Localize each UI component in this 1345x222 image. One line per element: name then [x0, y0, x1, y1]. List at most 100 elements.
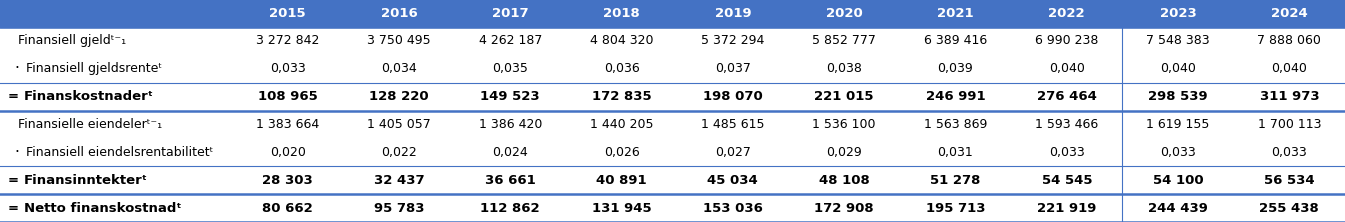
Text: 0,036: 0,036: [604, 62, 639, 75]
Text: 0,022: 0,022: [381, 146, 417, 159]
Text: 1 619 155: 1 619 155: [1146, 118, 1209, 131]
Text: 276 464: 276 464: [1037, 90, 1096, 103]
Text: 0,024: 0,024: [492, 146, 529, 159]
Text: 298 539: 298 539: [1149, 90, 1208, 103]
Text: 221 015: 221 015: [815, 90, 874, 103]
Text: 2015: 2015: [269, 7, 305, 20]
Text: =: =: [8, 174, 19, 187]
Text: 244 439: 244 439: [1149, 202, 1208, 215]
Text: 0,039: 0,039: [937, 62, 974, 75]
Text: 198 070: 198 070: [703, 90, 763, 103]
Text: 0,034: 0,034: [381, 62, 417, 75]
Text: 311 973: 311 973: [1259, 90, 1319, 103]
Text: 131 945: 131 945: [592, 202, 651, 215]
Text: 221 919: 221 919: [1037, 202, 1096, 215]
Text: ·: ·: [13, 145, 19, 160]
Text: 1 485 615: 1 485 615: [701, 118, 764, 131]
Bar: [0, 27, 1345, 55]
Bar: [0, 0, 1345, 27]
Text: 195 713: 195 713: [925, 202, 985, 215]
Text: 1 593 466: 1 593 466: [1036, 118, 1099, 131]
Text: 1 563 869: 1 563 869: [924, 118, 987, 131]
Text: Finansiell gjeldsrenteᵗ: Finansiell gjeldsrenteᵗ: [26, 62, 163, 75]
Text: 3 272 842: 3 272 842: [256, 34, 319, 48]
Text: 80 662: 80 662: [262, 202, 313, 215]
Text: 128 220: 128 220: [369, 90, 429, 103]
Text: 6 990 238: 6 990 238: [1036, 34, 1099, 48]
Text: 153 036: 153 036: [703, 202, 763, 215]
Text: 2017: 2017: [492, 7, 529, 20]
Text: 0,020: 0,020: [270, 146, 305, 159]
Text: 1 700 113: 1 700 113: [1258, 118, 1321, 131]
Text: 2022: 2022: [1049, 7, 1085, 20]
Text: Finansiell eiendelsrentabilitetᵗ: Finansiell eiendelsrentabilitetᵗ: [26, 146, 214, 159]
Text: 54 100: 54 100: [1153, 174, 1204, 187]
Text: 112 862: 112 862: [480, 202, 541, 215]
Text: 108 965: 108 965: [258, 90, 317, 103]
Text: 4 262 187: 4 262 187: [479, 34, 542, 48]
Text: 0,035: 0,035: [492, 62, 529, 75]
Text: Finansiell gjeldᵗ⁻₁: Finansiell gjeldᵗ⁻₁: [17, 34, 126, 48]
Text: 40 891: 40 891: [596, 174, 647, 187]
Text: Finanskostnaderᵗ: Finanskostnaderᵗ: [24, 90, 153, 103]
Text: 2021: 2021: [937, 7, 974, 20]
Bar: [0, 194, 1345, 222]
Text: 5 852 777: 5 852 777: [812, 34, 876, 48]
Text: 0,033: 0,033: [1161, 146, 1196, 159]
Text: 255 438: 255 438: [1259, 202, 1319, 215]
Text: 0,031: 0,031: [937, 146, 974, 159]
Text: 1 405 057: 1 405 057: [367, 118, 430, 131]
Text: 45 034: 45 034: [707, 174, 759, 187]
Bar: [0, 55, 1345, 83]
Text: 7 888 060: 7 888 060: [1258, 34, 1321, 48]
Text: Finansinntekterᵗ: Finansinntekterᵗ: [24, 174, 148, 187]
Text: 1 536 100: 1 536 100: [812, 118, 876, 131]
Text: 149 523: 149 523: [480, 90, 541, 103]
Text: 0,029: 0,029: [826, 146, 862, 159]
Text: 0,038: 0,038: [826, 62, 862, 75]
Text: 0,027: 0,027: [716, 146, 751, 159]
Text: 246 991: 246 991: [925, 90, 986, 103]
Text: 0,040: 0,040: [1271, 62, 1307, 75]
Text: 51 278: 51 278: [931, 174, 981, 187]
Text: 2018: 2018: [603, 7, 640, 20]
Bar: [0, 83, 1345, 111]
Text: 7 548 383: 7 548 383: [1146, 34, 1210, 48]
Text: 0,040: 0,040: [1161, 62, 1196, 75]
Text: 48 108: 48 108: [819, 174, 869, 187]
Text: 32 437: 32 437: [374, 174, 424, 187]
Text: 4 804 320: 4 804 320: [590, 34, 654, 48]
Text: =: =: [8, 90, 19, 103]
Text: 0,037: 0,037: [716, 62, 751, 75]
Bar: [0, 166, 1345, 194]
Text: 0,033: 0,033: [1271, 146, 1307, 159]
Text: 2016: 2016: [381, 7, 417, 20]
Text: 172 835: 172 835: [592, 90, 651, 103]
Text: 0,033: 0,033: [270, 62, 305, 75]
Text: 2023: 2023: [1159, 7, 1197, 20]
Text: 2020: 2020: [826, 7, 862, 20]
Text: 0,033: 0,033: [1049, 146, 1084, 159]
Text: 1 383 664: 1 383 664: [256, 118, 319, 131]
Text: 28 303: 28 303: [262, 174, 313, 187]
Text: 5 372 294: 5 372 294: [701, 34, 764, 48]
Text: 0,026: 0,026: [604, 146, 639, 159]
Text: Finansielle eiendelerᵗ⁻₁: Finansielle eiendelerᵗ⁻₁: [17, 118, 163, 131]
Text: 2019: 2019: [714, 7, 751, 20]
Text: 6 389 416: 6 389 416: [924, 34, 987, 48]
Text: 36 661: 36 661: [486, 174, 535, 187]
Text: 172 908: 172 908: [814, 202, 874, 215]
Text: 0,040: 0,040: [1049, 62, 1084, 75]
Text: ·: ·: [13, 61, 19, 76]
Text: 3 750 495: 3 750 495: [367, 34, 430, 48]
Text: 1 440 205: 1 440 205: [590, 118, 654, 131]
Text: 56 534: 56 534: [1264, 174, 1314, 187]
Text: Netto finanskostnadᵗ: Netto finanskostnadᵗ: [24, 202, 182, 215]
Bar: [0, 139, 1345, 166]
Text: 2024: 2024: [1271, 7, 1307, 20]
Bar: [0, 111, 1345, 139]
Text: 95 783: 95 783: [374, 202, 424, 215]
Text: 54 545: 54 545: [1041, 174, 1092, 187]
Text: 1 386 420: 1 386 420: [479, 118, 542, 131]
Text: =: =: [8, 202, 19, 215]
